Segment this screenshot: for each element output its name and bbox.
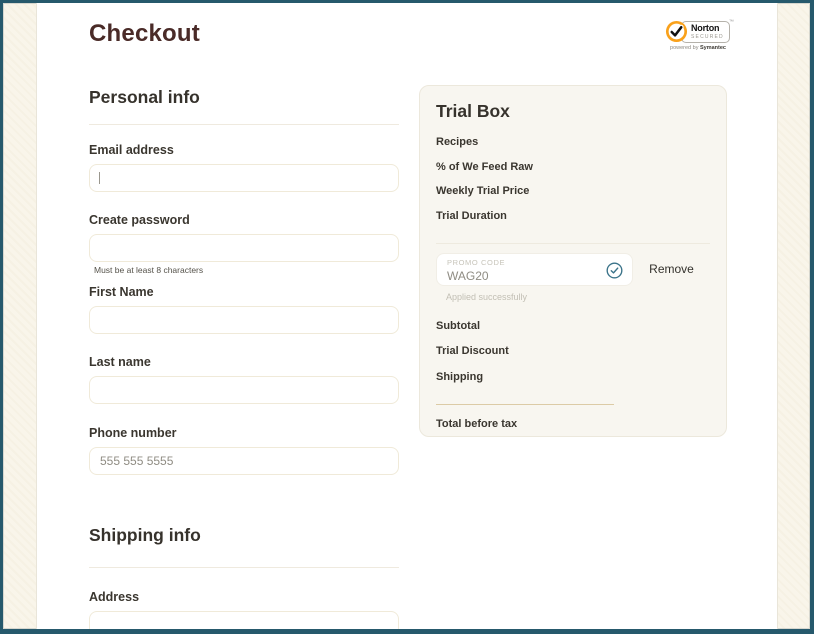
field-address: Address: [89, 590, 399, 629]
password-label: Create password: [89, 213, 190, 227]
trial-row-weekly-price: Weekly Trial Price: [436, 185, 710, 197]
trial-row-recipes: Recipes: [436, 136, 710, 148]
check-circle-icon: [606, 262, 623, 279]
total-before-tax-label: Total before tax: [436, 417, 518, 430]
first-name-label: First Name: [89, 285, 154, 299]
trial-row-duration: Trial Duration: [436, 210, 710, 222]
norton-check-icon: [665, 20, 688, 43]
field-phone: Phone number: [89, 426, 399, 475]
trial-box-divider: [436, 242, 710, 244]
norton-secured-label: SECURED: [691, 33, 724, 40]
page-title: Checkout: [89, 20, 200, 47]
norton-trademark: ™: [728, 18, 734, 25]
first-name-input[interactable]: [89, 306, 399, 334]
field-password: Create password Must be at least 8 chara…: [89, 213, 399, 275]
personal-info-heading: Personal info: [89, 87, 200, 107]
promo-row: PROMO CODE Remove: [436, 252, 710, 286]
last-name-input[interactable]: [89, 376, 399, 404]
checkout-card: Checkout Norton SECURED ™: [36, 3, 778, 629]
norton-powered-by: powered by Symantec: [670, 45, 726, 51]
header: Checkout Norton SECURED ™: [89, 18, 734, 52]
promo-code-input[interactable]: [447, 268, 602, 283]
trial-row-label: Trial Duration: [436, 209, 507, 222]
trial-box-panel: Trial Box Recipes % of We Feed Raw Weekl…: [419, 85, 727, 437]
last-name-label: Last name: [89, 355, 151, 369]
total-before-tax-row: Total before tax: [436, 418, 710, 430]
text-caret: [99, 172, 100, 184]
remove-promo-button[interactable]: Remove: [649, 262, 694, 276]
subtotal-label: Subtotal: [436, 319, 480, 332]
email-label: Email address: [89, 143, 174, 157]
trial-row-percent: % of We Feed Raw: [436, 161, 710, 173]
address-label: Address: [89, 590, 140, 604]
norton-secured-seal[interactable]: Norton SECURED ™ powered by Symantec: [665, 18, 734, 51]
email-input[interactable]: [89, 164, 399, 192]
trial-row-label: % of We Feed Raw: [436, 160, 533, 173]
shipping-row: Shipping: [436, 371, 710, 383]
address-input[interactable]: [89, 611, 399, 629]
shipping-info-heading: Shipping info: [89, 525, 201, 545]
promo-status-text: Applied successfully: [446, 291, 528, 302]
field-first-name: First Name: [89, 285, 399, 334]
phone-label: Phone number: [89, 426, 177, 440]
section-divider: [89, 124, 399, 125]
phone-input[interactable]: [89, 447, 399, 475]
field-email: Email address: [89, 143, 399, 192]
norton-brand-label: Norton: [691, 22, 720, 33]
field-last-name: Last name: [89, 355, 399, 404]
promo-code-label: PROMO CODE: [447, 257, 506, 267]
form-column: Personal info Email address Create passw…: [89, 3, 399, 629]
password-hint: Must be at least 8 characters: [94, 265, 204, 275]
subtotal-row: Subtotal: [436, 320, 710, 332]
trial-box-heading: Trial Box: [436, 101, 510, 121]
trial-discount-label: Trial Discount: [436, 345, 509, 357]
totals-section: Subtotal Trial Discount Shipping: [436, 320, 710, 383]
trial-row-label: Recipes: [436, 136, 479, 148]
shipping-label: Shipping: [436, 370, 484, 383]
trial-row-label: Weekly Trial Price: [436, 185, 530, 197]
promo-code-field[interactable]: PROMO CODE: [436, 252, 633, 286]
trial-discount-row: Trial Discount: [436, 345, 710, 357]
section-divider: [89, 567, 399, 568]
total-divider: [436, 403, 614, 405]
password-input[interactable]: [89, 234, 399, 262]
